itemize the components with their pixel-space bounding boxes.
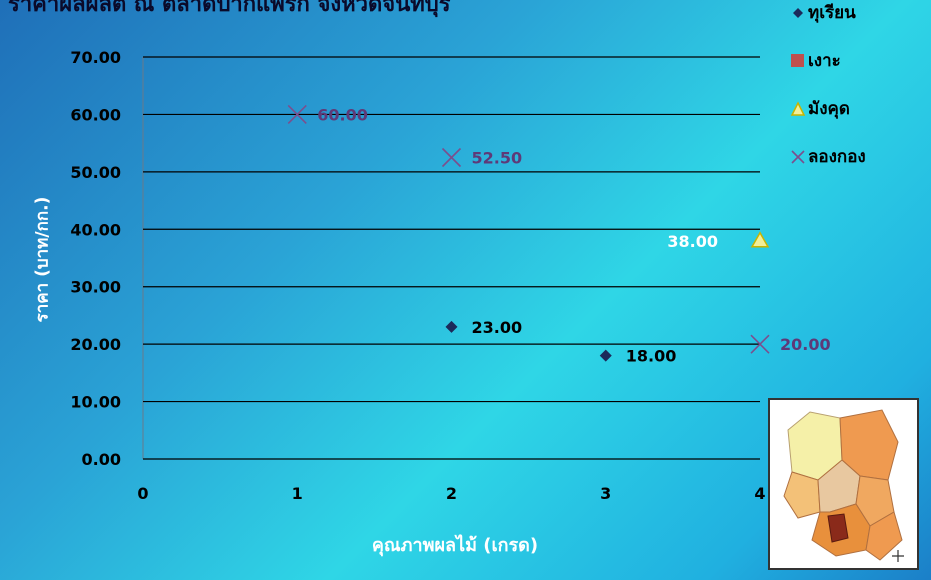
compass-icon [892, 550, 904, 562]
diamond-marker-icon [793, 8, 803, 18]
y-axis-label: ราคา (บาท/กก.) [32, 196, 53, 323]
legend-label-longkong: ลองกอง [808, 147, 866, 167]
legend-item-longkong: ลองกอง [790, 148, 930, 196]
data-label: 60.00 [317, 105, 368, 124]
data-point-diamond [445, 320, 458, 333]
x-tick-label: 0 [137, 484, 148, 503]
y-tick-label: 50.00 [70, 163, 121, 182]
y-tick-label: 20.00 [70, 335, 121, 354]
triangle-marker-icon [790, 101, 806, 116]
x-tick-label: 1 [292, 484, 303, 503]
y-tick-label: 30.00 [70, 278, 121, 297]
data-label: 38.00 [667, 232, 718, 251]
legend-label-mangosteen: มังคุด [808, 99, 850, 119]
x-axis-label: คุณภาพผลไม้ (เกรด) [371, 535, 539, 556]
y-tick-label: 70.00 [70, 48, 121, 67]
legend: ทุเรียน เงาะ มังคุด ลองกอง [790, 4, 930, 196]
data-point-x [441, 147, 462, 168]
data-point-diamond [599, 349, 612, 362]
data-label: 20.00 [780, 335, 831, 354]
legend-label-durian: ทุเรียน [808, 3, 856, 23]
y-tick-label: 10.00 [70, 393, 121, 412]
square-marker-icon [791, 54, 804, 67]
legend-label-rambutan: เงาะ [808, 51, 841, 71]
province-map-image [768, 398, 919, 570]
legend-item-rambutan: เงาะ [790, 52, 930, 100]
x-tick-label: 3 [600, 484, 611, 503]
legend-item-durian: ทุเรียน [790, 4, 930, 52]
data-label: 52.50 [472, 149, 523, 168]
y-tick-label: 0.00 [82, 450, 121, 469]
legend-item-mangosteen: มังคุด [790, 100, 930, 148]
data-point-x [750, 334, 770, 354]
data-point-x [287, 104, 307, 124]
data-label: 18.00 [626, 347, 677, 366]
y-tick-label: 40.00 [70, 220, 121, 239]
data-label: 23.00 [472, 318, 523, 337]
y-tick-label: 60.00 [70, 105, 121, 124]
x-marker-icon [791, 150, 805, 164]
x-tick-label: 4 [754, 484, 765, 503]
data-point-triangle [750, 231, 770, 248]
chart-title: ราคาผลผลิต ณ ตลาดปากแพรก จังหวัดจันทบุรี [8, 0, 451, 17]
map-illustration [770, 400, 917, 568]
x-tick-label: 2 [446, 484, 457, 503]
